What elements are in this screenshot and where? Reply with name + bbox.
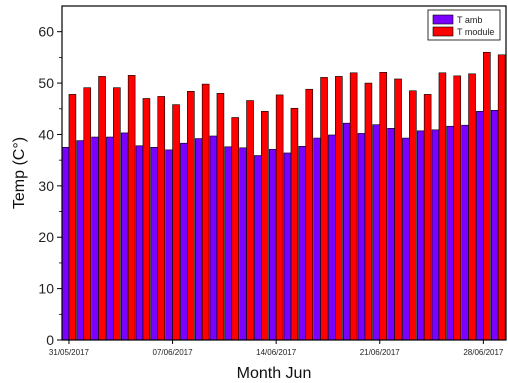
- y-tick-label-20: 20: [38, 229, 54, 245]
- legend-swatch-0: [432, 14, 454, 25]
- bar-t-amb-27: [461, 124, 469, 341]
- bar-t-module-21: [379, 71, 388, 341]
- bar-t-module-14: [275, 94, 284, 341]
- x-tick-label-0: 31/05/2017: [49, 348, 90, 357]
- y-tick-label-50: 50: [38, 75, 54, 91]
- bar-t-amb-1: [76, 140, 85, 341]
- bar-t-amb-14: [268, 149, 277, 341]
- bar-t-module-1: [83, 87, 92, 341]
- legend-swatch-1: [432, 26, 454, 37]
- bar-t-module-4: [127, 75, 136, 341]
- bar-t-module-24: [423, 94, 432, 341]
- bar-t-amb-0: [61, 147, 70, 341]
- bar-t-amb-3: [106, 136, 114, 341]
- y-tick-label-40: 40: [38, 126, 54, 142]
- bar-t-module-22: [394, 78, 402, 341]
- x-tick-label-21: 21/06/2017: [360, 348, 401, 357]
- y-tick-label-30: 30: [38, 178, 54, 194]
- bar-t-amb-26: [446, 125, 455, 341]
- bar-t-module-9: [201, 83, 210, 341]
- bar-t-amb-18: [328, 134, 336, 341]
- bar-t-amb-5: [135, 145, 144, 341]
- legend: T amb T module: [427, 9, 501, 41]
- bars-layer: [61, 51, 506, 341]
- bar-t-module-29: [497, 54, 506, 341]
- bar-t-module-0: [68, 94, 77, 341]
- x-tick-label-7: 07/06/2017: [153, 348, 194, 357]
- plot-frame: [61, 5, 507, 341]
- bar-t-module-20: [364, 82, 373, 341]
- bar-t-module-11: [231, 117, 240, 341]
- bar-t-amb-29: [490, 110, 499, 341]
- bar-t-module-13: [261, 111, 269, 341]
- bar-t-module-7: [172, 104, 180, 341]
- y-tick-label-60: 60: [38, 24, 54, 40]
- bar-t-module-6: [157, 96, 166, 341]
- bar-t-module-25: [438, 72, 447, 341]
- y-axis: 0 10 20 30 40 50 60: [38, 24, 62, 348]
- bar-t-amb-12: [239, 147, 247, 341]
- bar-t-module-19: [349, 72, 358, 341]
- bar-t-amb-7: [165, 149, 173, 341]
- bar-t-module-2: [98, 76, 106, 341]
- y-tick-label-0: 0: [46, 332, 54, 348]
- x-axis: 31/05/2017 07/06/2017 14/06/2017 21/06/2017…: [49, 340, 504, 357]
- bar-t-amb-20: [357, 133, 366, 341]
- bar-t-module-12: [246, 100, 254, 341]
- bar-t-amb-17: [313, 137, 321, 341]
- x-tick-label-28: 28/06/2017: [463, 348, 504, 357]
- bar-t-amb-2: [91, 136, 99, 341]
- bar-t-amb-28: [476, 111, 484, 341]
- bar-t-module-8: [187, 91, 195, 341]
- bar-t-amb-6: [150, 147, 159, 341]
- bar-t-amb-15: [283, 152, 292, 341]
- bar-t-amb-22: [387, 128, 395, 341]
- bar-t-module-26: [453, 75, 462, 341]
- bar-t-module-16: [305, 88, 314, 341]
- bar-t-module-28: [483, 51, 491, 341]
- legend-label-0: T amb: [457, 15, 482, 25]
- bar-t-amb-4: [120, 132, 129, 341]
- bar-t-amb-19: [342, 122, 351, 341]
- bar-t-module-10: [216, 93, 225, 341]
- bar-t-amb-23: [402, 137, 410, 341]
- bar-t-amb-16: [298, 145, 307, 341]
- bar-t-amb-25: [431, 129, 440, 341]
- bar-t-amb-24: [416, 130, 425, 341]
- bar-t-module-3: [113, 87, 121, 341]
- bar-t-amb-13: [254, 155, 262, 341]
- bar-t-amb-8: [180, 142, 188, 341]
- bar-t-amb-10: [209, 135, 218, 341]
- bar-t-module-27: [468, 73, 476, 341]
- y-axis-title: Temp (C°): [11, 137, 28, 209]
- bar-t-module-15: [290, 107, 299, 341]
- bar-t-module-23: [409, 90, 417, 341]
- bar-t-amb-9: [194, 138, 203, 341]
- bar-t-module-17: [320, 77, 328, 341]
- bar-t-amb-11: [224, 146, 233, 341]
- bar-t-module-5: [142, 98, 151, 341]
- x-axis-title: Month Jun: [237, 365, 312, 382]
- legend-label-1: T module: [457, 27, 494, 37]
- bar-t-amb-21: [372, 124, 381, 341]
- bar-t-module-18: [335, 76, 343, 341]
- x-tick-label-14: 14/06/2017: [256, 348, 297, 357]
- y-tick-label-10: 10: [38, 281, 54, 297]
